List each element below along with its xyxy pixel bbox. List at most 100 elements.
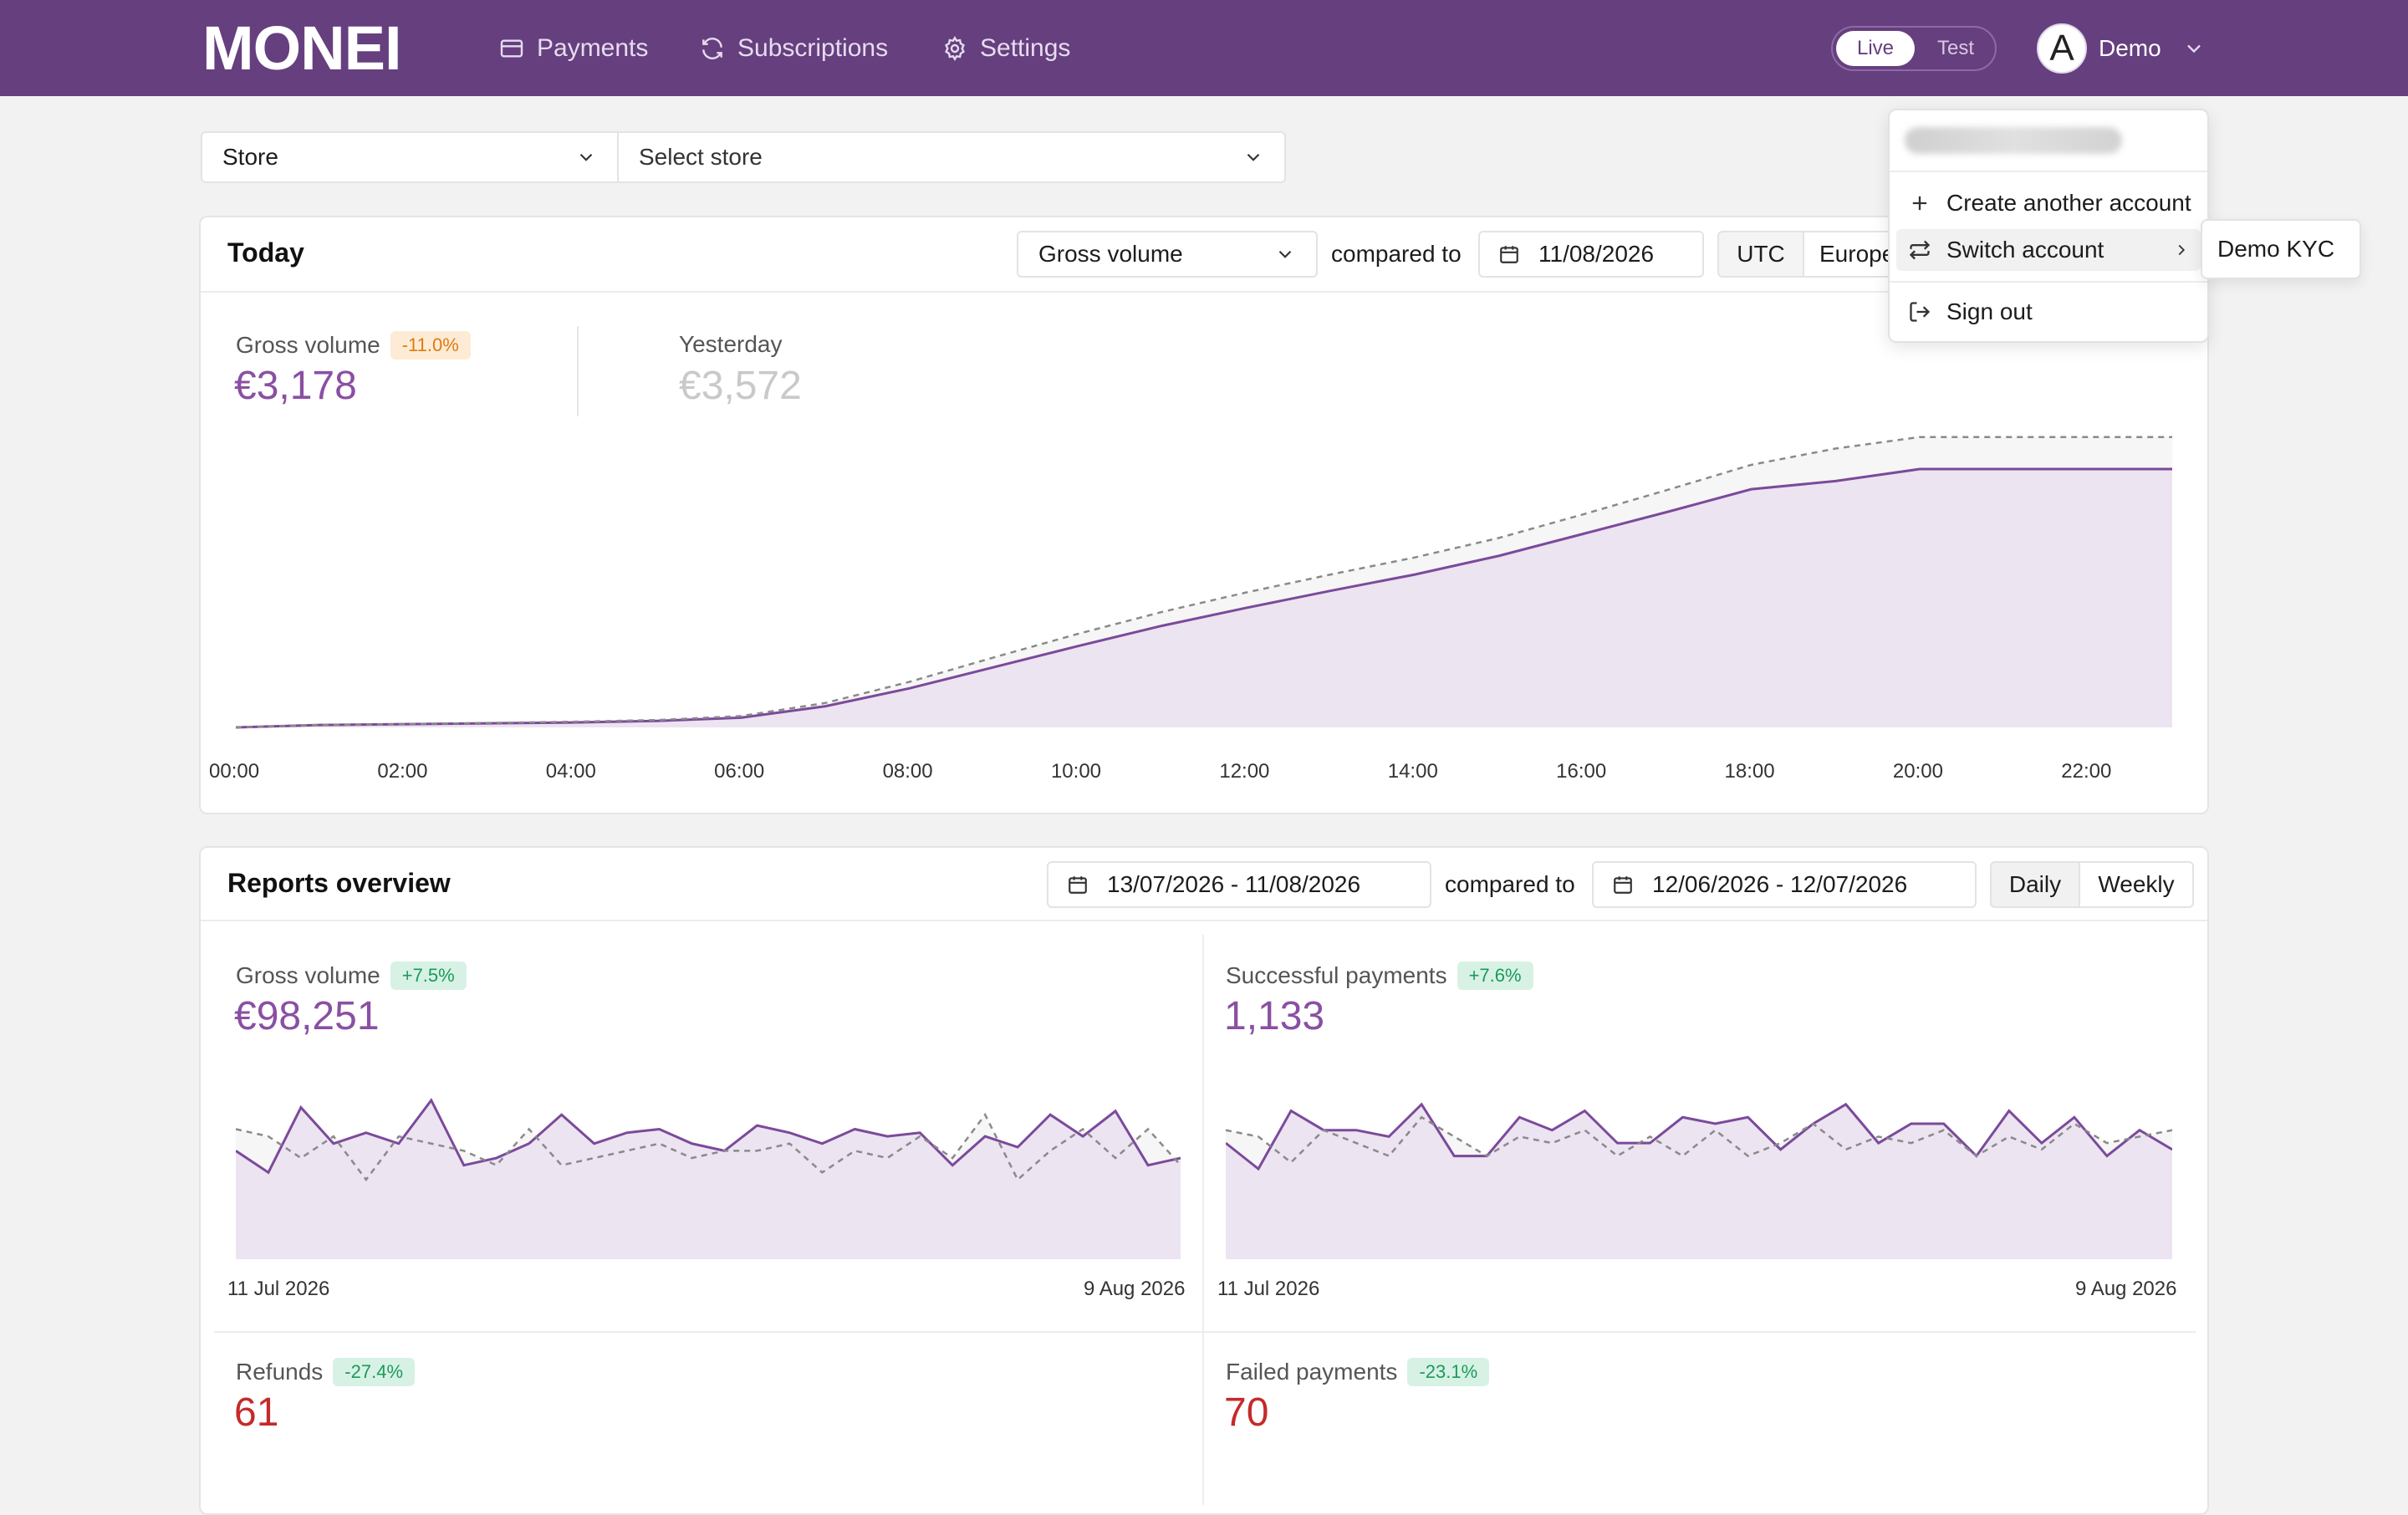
divider — [1890, 171, 2207, 172]
series-line — [235, 436, 2172, 729]
x-tick-label: 18:00 — [1725, 760, 1775, 783]
nav-settings[interactable]: Settings — [941, 30, 1070, 67]
series-line — [236, 1112, 1181, 1182]
mode-toggle[interactable]: Live Test — [1831, 26, 1997, 71]
gear-icon — [945, 36, 965, 61]
report-compare-range-picker[interactable]: 12/06/2026 - 12/07/2026 — [1592, 861, 1977, 908]
report-date-range-value: 13/07/2026 - 11/08/2026 — [1107, 871, 1361, 897]
user-name[interactable]: Demo — [2099, 35, 2161, 61]
report-compare-range-value: 12/06/2026 - 12/07/2026 — [1652, 871, 1908, 897]
switch-arrows-icon — [1909, 240, 1931, 260]
series-line — [236, 1098, 1181, 1175]
tz-europe-label: Europe — [1819, 241, 1895, 267]
chevron-down-icon — [1278, 250, 1292, 258]
store-type-value: Store — [222, 144, 278, 170]
divider — [1202, 935, 1204, 1505]
daily-button[interactable]: Daily — [1990, 861, 2080, 908]
menu-create-account[interactable]: Create another account — [1896, 182, 2201, 224]
report-successful-header: Successful payments +7.6% — [1226, 962, 1533, 990]
tz-utc-label: UTC — [1737, 241, 1785, 267]
report-gross-header: Gross volume +7.5% — [236, 962, 467, 990]
mode-test-option[interactable]: Test — [1936, 37, 1974, 59]
report-refunds-header: Refunds -27.4% — [236, 1358, 416, 1386]
weekly-label: Weekly — [2098, 871, 2175, 897]
calendar-icon — [1069, 876, 1087, 894]
menu-create-label: Create another account — [1946, 190, 2191, 216]
nav-subscriptions-label: Subscriptions — [737, 34, 889, 62]
reports-title: Reports overview — [227, 868, 451, 898]
store-type-select[interactable]: Store — [201, 131, 619, 183]
divider — [201, 920, 2207, 921]
reports-compared-to-label: compared to — [1445, 871, 1575, 897]
report-gross-badge: +7.5% — [390, 962, 467, 990]
nav-payments-label: Payments — [537, 34, 649, 62]
weekly-button[interactable]: Weekly — [2079, 861, 2194, 908]
report-gross-value: €98,251 — [234, 994, 380, 1038]
series-area — [236, 1099, 1181, 1259]
chevron-down-icon[interactable] — [2182, 37, 2206, 60]
x-tick-label: 08:00 — [883, 760, 933, 783]
menu-switch-label: Switch account — [1946, 237, 2104, 263]
yesterday-label: Yesterday — [679, 331, 783, 357]
x-tick-label: 22:00 — [2061, 760, 2111, 783]
chevron-right-icon — [2178, 244, 2186, 256]
today-chart: 00:00 02:00 04:00 06:00 08:00 10:00 12:00 14:00… — [209, 436, 2172, 783]
refresh-icon — [702, 38, 722, 59]
x-tick-label: 20:00 — [1893, 760, 1943, 783]
gross-volume-sparkline — [236, 1098, 1181, 1259]
x-tick-label: 06:00 — [714, 760, 764, 783]
x-tick-label: 02:00 — [377, 760, 427, 783]
compare-date-picker[interactable]: 11/08/2026 — [1478, 231, 1704, 278]
x-tick-label: 10:00 — [1051, 760, 1101, 783]
nav-subscriptions[interactable]: Subscriptions — [699, 30, 888, 67]
menu-signout-label: Sign out — [1946, 298, 2033, 324]
successful-x-start: 11 Jul 2026 — [1217, 1278, 1320, 1300]
menu-sign-out[interactable]: Sign out — [1896, 291, 2201, 333]
plus-icon — [1912, 196, 1927, 211]
submenu-account-label: Demo KYC — [2217, 236, 2335, 262]
store-select[interactable]: Select store — [617, 131, 1286, 183]
report-refunds-value: 61 — [234, 1390, 279, 1435]
report-successful-value: 1,133 — [1224, 994, 1325, 1038]
calendar-icon — [1614, 876, 1632, 894]
mode-live-option[interactable]: Live — [1836, 31, 1915, 66]
metric-select-value: Gross volume — [1038, 241, 1183, 267]
top-bar — [0, 0, 2408, 96]
tz-utc-button[interactable]: UTC — [1717, 231, 1804, 278]
gross-x-end: 9 Aug 2026 — [1084, 1278, 1186, 1300]
report-failed-value: 70 — [1224, 1390, 1269, 1435]
report-failed-label: Failed payments — [1226, 1359, 1398, 1385]
report-gross-label: Gross volume — [236, 962, 380, 988]
report-successful-label: Successful payments — [1226, 962, 1447, 988]
report-failed-badge: -23.1% — [1407, 1358, 1490, 1386]
report-failed-header: Failed payments -23.1% — [1226, 1358, 1490, 1386]
x-tick-label: 04:00 — [546, 760, 596, 783]
today-title: Today — [227, 237, 304, 268]
tz-europe-button[interactable]: Europe — [1803, 231, 1895, 278]
logo[interactable]: MONEI — [202, 13, 402, 83]
series-area — [236, 469, 2172, 727]
divider — [1890, 281, 2207, 283]
gross-x-start: 11 Jul 2026 — [227, 1278, 330, 1300]
store-select-placeholder: Select store — [639, 144, 763, 170]
successful-payments-sparkline — [1226, 1102, 2172, 1259]
today-gross-label: Gross volume — [236, 332, 380, 358]
report-refunds-badge: -27.4% — [333, 1358, 416, 1386]
credit-card-icon — [500, 39, 523, 58]
account-menu: Create another account Switch account Si… — [1888, 109, 2209, 343]
x-tick-label: 00:00 — [209, 760, 259, 783]
metric-select[interactable]: Gross volume — [1017, 231, 1318, 278]
compared-to-label: compared to — [1331, 241, 1462, 267]
today-gross-value: €3,178 — [234, 364, 357, 408]
x-tick-label: 14:00 — [1388, 760, 1438, 783]
compare-date-value: 11/08/2026 — [1538, 241, 1655, 267]
nav-payments[interactable]: Payments — [498, 30, 648, 67]
x-tick-label: 16:00 — [1556, 760, 1606, 783]
menu-switch-account[interactable]: Switch account — [1896, 229, 2201, 271]
report-refunds-label: Refunds — [236, 1359, 324, 1385]
sign-out-icon — [1910, 302, 1931, 322]
avatar[interactable]: A — [2037, 23, 2087, 74]
today-gross-header: Gross volume -11.0% — [236, 331, 471, 360]
submenu-account-demo-kyc[interactable]: Demo KYC — [2201, 219, 2361, 279]
report-date-range-picker[interactable]: 13/07/2026 - 11/08/2026 — [1047, 861, 1431, 908]
